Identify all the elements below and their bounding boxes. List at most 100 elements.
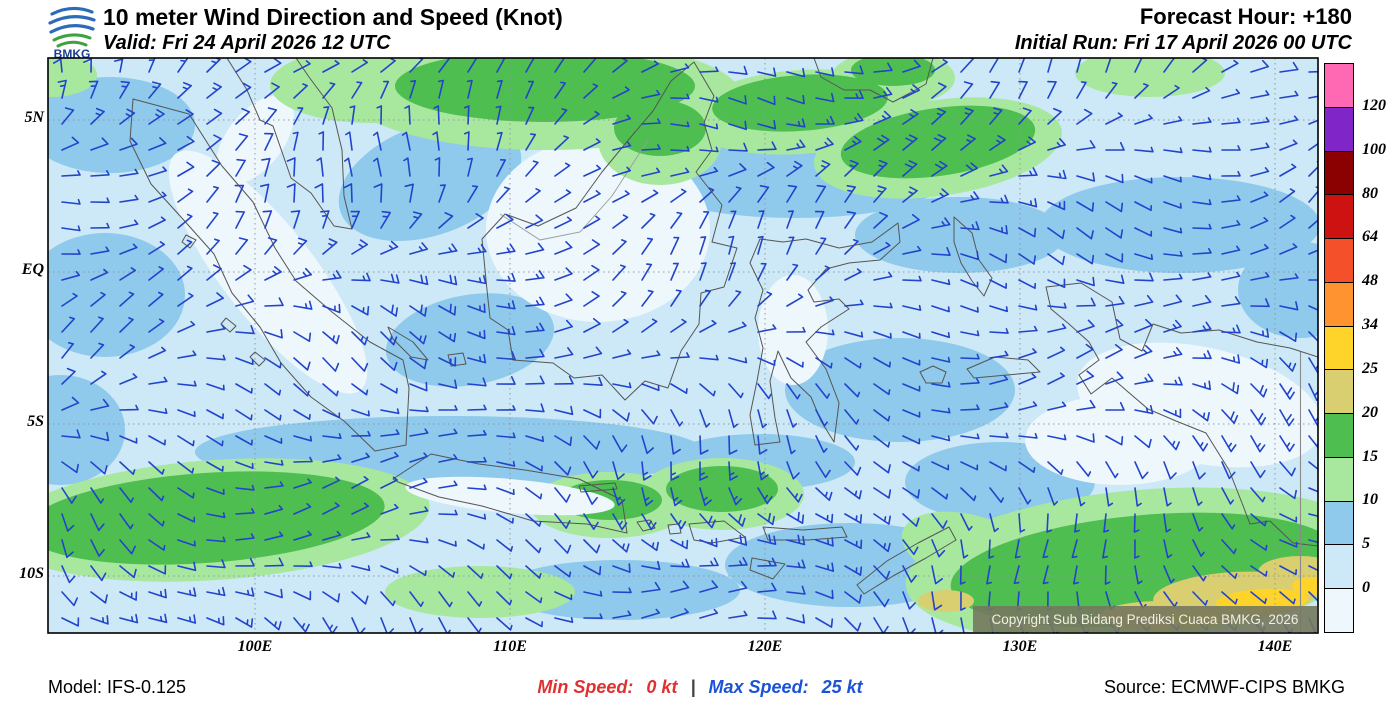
bmkg-logo: BMKG <box>48 6 96 60</box>
coastline <box>762 526 848 541</box>
wind-speed-fill <box>855 197 1065 273</box>
colorbar-segment <box>1325 500 1353 545</box>
wind-speed-fill <box>1292 577 1318 595</box>
page-title: 10 meter Wind Direction and Speed (Knot) <box>103 4 563 30</box>
coastline-layer <box>129 58 1318 595</box>
copyright-text: Copyright Sub Bidang Prediksi Cuaca BMKG… <box>992 612 1299 627</box>
colorbar-tick-label: 20 <box>1362 403 1378 421</box>
lat-label-eq: EQ <box>21 261 44 278</box>
wind-barbs <box>52 58 1318 633</box>
lat-label-5n: 5N <box>24 109 44 126</box>
lat-label-5s: 5S <box>27 413 44 430</box>
min-speed-label: Min Speed: <box>537 677 634 697</box>
copyright-box <box>973 606 1317 632</box>
wind-speed-fill <box>785 338 1015 442</box>
lon-label-140e: 140E <box>1257 638 1293 655</box>
lon-label-120e: 120E <box>747 638 783 655</box>
wind-speed-fill <box>48 77 195 173</box>
colorbar-segment <box>1325 588 1353 632</box>
coastline <box>129 98 410 452</box>
forecast-hour: Forecast Hour: +180 <box>1139 4 1352 29</box>
logo-blue-waves <box>48 6 96 34</box>
wind-speed-fill <box>1238 242 1318 338</box>
wind-speed-fill <box>1040 177 1318 273</box>
colorbar-segment <box>1325 194 1353 239</box>
wind-speed-shading-layer <box>48 58 1318 633</box>
wind-speed-fill <box>385 566 575 618</box>
wind-speed-colorbar <box>1324 63 1354 633</box>
wind-speed-fill <box>614 100 706 156</box>
colorbar-segment <box>1325 238 1353 282</box>
wind-speed-fill <box>385 293 555 387</box>
colorbar-tick-label: 0 <box>1362 579 1370 597</box>
coastline <box>181 234 197 249</box>
max-speed-label: Max Speed: <box>708 677 809 697</box>
lat-label-10s: 10S <box>19 565 44 582</box>
admin-border <box>499 139 649 241</box>
lon-label-130e: 130E <box>1002 638 1038 655</box>
wind-speed-fill <box>405 476 615 516</box>
colorbar-tick-label: 25 <box>1362 359 1378 377</box>
colorbar-segment <box>1325 544 1353 589</box>
wind-speed-fill <box>48 233 185 357</box>
model-label: Model: IFS-0.125 <box>48 677 187 697</box>
wind-speed-fill <box>840 105 1036 179</box>
coastline <box>667 523 682 535</box>
colorbar-segment <box>1325 150 1353 195</box>
wind-speed-fill <box>666 466 778 512</box>
initial-run: Initial Run: Fri 17 April 2026 00 UTC <box>1014 32 1352 54</box>
lon-label-100e: 100E <box>237 638 273 655</box>
colorbar-tick-label: 10 <box>1362 491 1378 509</box>
valid-time: Valid: Fri 24 April 2026 12 UTC <box>103 32 391 54</box>
coastline <box>249 351 266 367</box>
coastline <box>220 317 237 333</box>
speed-separator: | <box>690 677 696 697</box>
wind-speed-fill <box>48 471 385 565</box>
coastline <box>813 58 934 103</box>
coastline <box>953 216 993 297</box>
wind-speed-fill <box>758 275 828 385</box>
colorbar-tick-label: 15 <box>1362 447 1378 465</box>
colorbar-segment <box>1325 456 1353 501</box>
coastline <box>856 526 957 595</box>
source-label: Source: ECMWF-CIPS BMKG <box>1103 677 1345 697</box>
lon-label-110e: 110E <box>493 638 527 655</box>
wind-speed-fill <box>48 58 97 97</box>
colorbar-segment <box>1325 281 1353 326</box>
colorbar-tick-label: 80 <box>1362 184 1378 202</box>
map-frame <box>47 57 1319 634</box>
logo-text: BMKG <box>54 47 91 60</box>
speed-range: Min Speed: 0 kt | Max Speed: 25 kt <box>0 677 1400 698</box>
coastline <box>1045 282 1318 547</box>
wind-barb-layer <box>52 58 1318 633</box>
colorbar-segment <box>1325 325 1353 370</box>
wind-speed-fill <box>216 95 294 185</box>
colorbar-tick-label: 64 <box>1362 228 1378 246</box>
wind-speed-fill <box>338 118 522 242</box>
wind-speed-fill <box>918 590 974 612</box>
colorbar-segment <box>1325 64 1353 107</box>
max-speed-value: 25 kt <box>821 677 863 697</box>
coastline <box>481 61 738 401</box>
wind-speed-fill <box>395 58 695 122</box>
graticule-layer <box>48 58 1318 633</box>
coastline <box>578 482 618 493</box>
colorbar-tick-label: 120 <box>1362 96 1386 114</box>
colorbar-segment <box>1325 413 1353 457</box>
coastline <box>919 365 947 384</box>
colorbar-tick-label: 5 <box>1362 535 1370 553</box>
coastline <box>392 453 628 534</box>
colorbar-segment <box>1325 369 1353 414</box>
wind-speed-fill <box>851 58 935 86</box>
colorbar-tick-label: 100 <box>1362 140 1386 158</box>
wind-speed-fill <box>1075 58 1225 97</box>
coastline <box>226 58 353 230</box>
colorbar-segment <box>1325 106 1353 151</box>
colorbar-tick-label: 34 <box>1362 316 1378 334</box>
coastline <box>749 222 901 446</box>
logo-green-waves <box>52 33 92 48</box>
colorbar-tick-label: 48 <box>1362 272 1378 290</box>
copyright-overlay: Copyright Sub Bidang Prediksi Cuaca BMKG… <box>973 606 1317 632</box>
